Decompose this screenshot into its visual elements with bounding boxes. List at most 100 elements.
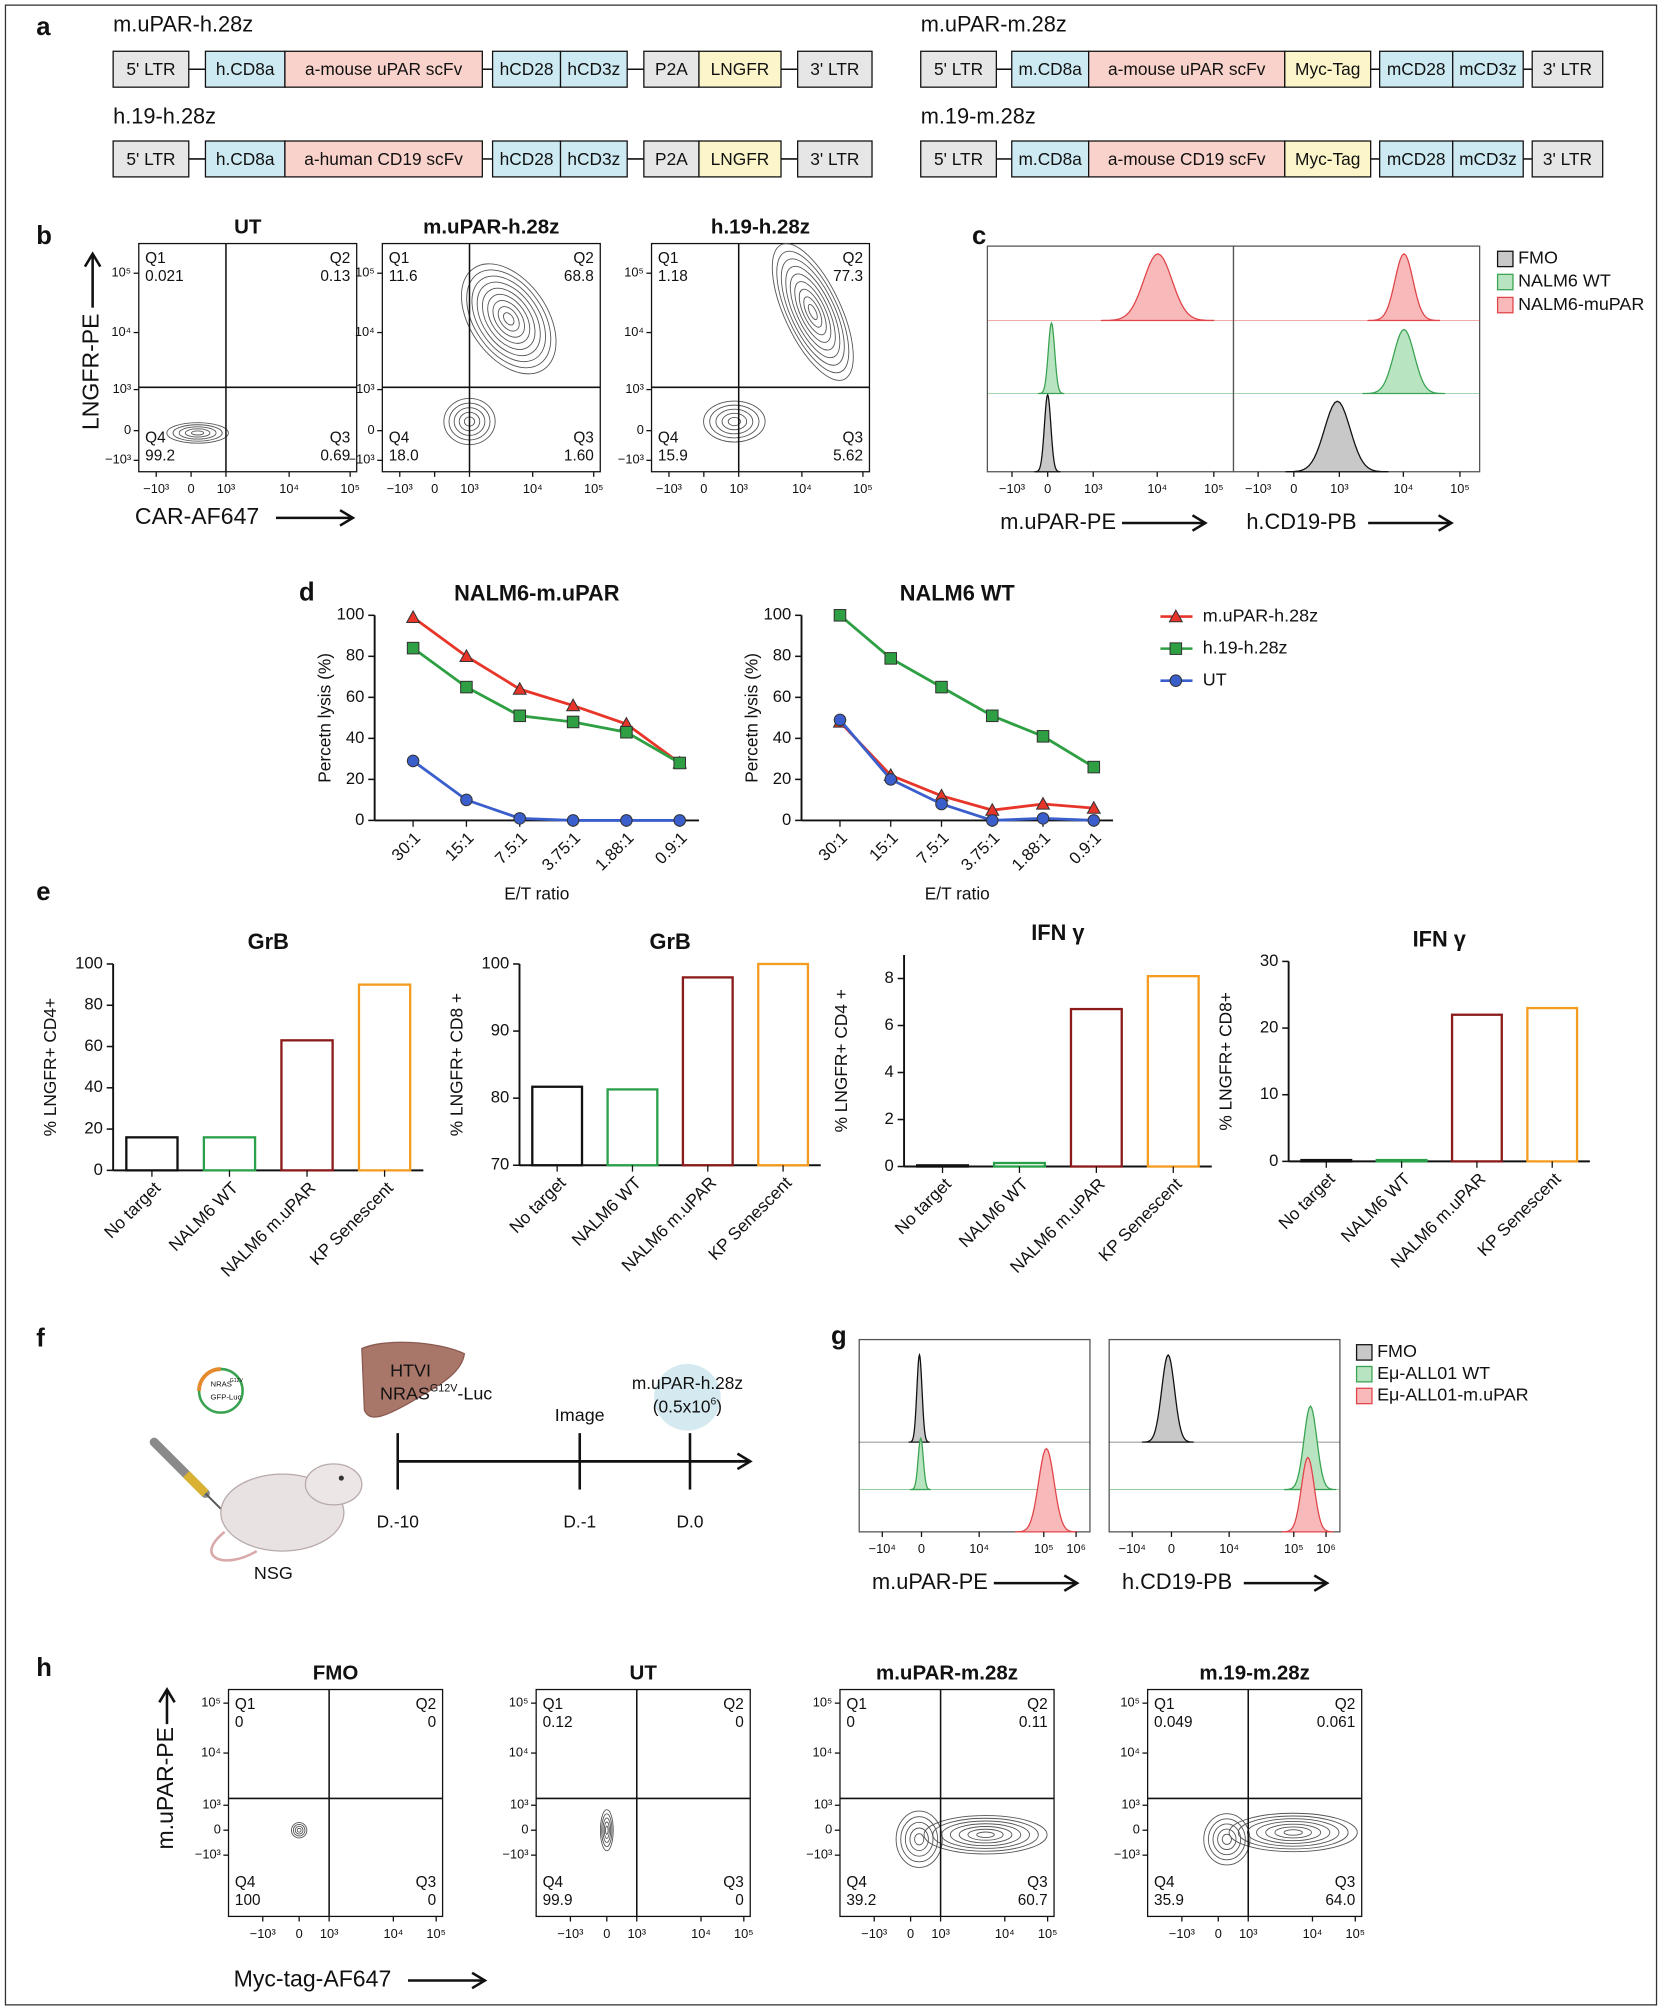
marker xyxy=(459,648,474,662)
x-tick-label: 10⁵ xyxy=(734,1926,754,1941)
x-tick-label: −10³ xyxy=(1169,1926,1196,1941)
contour xyxy=(605,1825,609,1835)
x-tick-label: −10³ xyxy=(861,1926,888,1941)
marker xyxy=(566,715,580,729)
panel-letter: e xyxy=(36,878,50,906)
htvi-label: HTVI xyxy=(390,1360,431,1380)
bar xyxy=(681,976,734,1167)
y-tick-label: 20 xyxy=(1260,1017,1279,1036)
contour xyxy=(776,250,850,374)
plot-title: UT xyxy=(234,216,262,239)
legend-swatch xyxy=(1496,296,1514,314)
marker xyxy=(406,754,420,768)
marker xyxy=(1087,760,1101,774)
marker xyxy=(566,814,580,827)
segment-label: h.CD8a xyxy=(216,59,275,79)
x-tick-label: 15:1 xyxy=(441,828,477,864)
quadrant-name: Q3 xyxy=(1027,1874,1048,1891)
contour xyxy=(904,1821,934,1857)
x-tick-label: No target xyxy=(505,1172,570,1237)
y-tick-label: 80 xyxy=(773,646,792,665)
quadrant-value: 39.2 xyxy=(846,1892,876,1909)
hist-peak xyxy=(1038,321,1065,395)
bar xyxy=(992,1161,1046,1168)
bar xyxy=(357,983,412,1172)
x-tick-label: −10³ xyxy=(250,1926,277,1941)
x-tick-label: 0 xyxy=(1215,1926,1222,1941)
quadrant-name: Q1 xyxy=(658,250,679,267)
segment-label: LNGFR xyxy=(711,149,770,169)
needle xyxy=(204,1492,222,1510)
segment-box xyxy=(284,140,483,178)
y-tick-label: 40 xyxy=(773,728,792,747)
y-tick-label: 10⁵ xyxy=(813,1695,833,1710)
hist-frame xyxy=(986,245,1235,473)
x-tick-label: −10⁴ xyxy=(1119,1541,1146,1556)
arrow-head xyxy=(1313,1574,1330,1592)
quadrant-name: Q2 xyxy=(1027,1696,1048,1713)
y-tick-label: 10⁴ xyxy=(1120,1744,1140,1759)
plasmid-arc xyxy=(197,1367,221,1391)
x-axis-label: E/T ratio xyxy=(925,883,990,903)
x-tick-label: 10³ xyxy=(729,481,748,496)
legend-label: UT xyxy=(1203,669,1227,689)
segment-label: a-mouse uPAR scFv xyxy=(1108,59,1266,79)
y-tick-label: 0 xyxy=(124,422,131,437)
marker xyxy=(620,725,633,739)
plot-title: m.uPAR-h.28z xyxy=(423,216,559,239)
y-tick-label: 20 xyxy=(346,769,365,788)
segment-box xyxy=(112,140,190,178)
y-tick-label: 10³ xyxy=(1121,1797,1140,1812)
y-tick-label: 4 xyxy=(885,1062,894,1081)
quadrant-name: Q3 xyxy=(416,1874,437,1891)
y-tick-label: 10⁵ xyxy=(355,265,375,280)
y-tick-label: 0 xyxy=(368,422,375,437)
contour xyxy=(771,243,854,381)
marker xyxy=(884,652,898,665)
segment-box xyxy=(920,140,998,178)
y-tick-label: 60 xyxy=(84,1036,103,1055)
contour xyxy=(803,296,823,328)
quadrant-name: Q3 xyxy=(843,429,864,446)
nras-label-part: G12V xyxy=(430,1383,458,1395)
x-tick-label: 7.5:1 xyxy=(491,828,531,868)
x-tick-label: 0.9:1 xyxy=(1065,828,1105,868)
y-tick-label: 80 xyxy=(346,646,365,665)
contour xyxy=(292,1823,306,1837)
quadrant-name: Q3 xyxy=(573,429,594,446)
nras-label-part: NRAS xyxy=(380,1383,430,1403)
legend-label: h.19-h.28z xyxy=(1203,637,1288,657)
plot-title: m.19-m.28z xyxy=(1199,1662,1310,1685)
contour xyxy=(471,275,546,363)
quadrant-value: 99.2 xyxy=(145,447,175,464)
segment-label: 5' LTR xyxy=(126,59,175,79)
plot-title: FMO xyxy=(313,1662,359,1685)
y-tick-label: 0 xyxy=(94,1160,103,1179)
y-tick-label: 10⁴ xyxy=(624,324,644,339)
segment-label: mCD28 xyxy=(1387,59,1446,79)
segment-label: P2A xyxy=(655,149,688,169)
chart-title: GrB xyxy=(248,929,289,954)
bar xyxy=(1450,1013,1503,1163)
bar xyxy=(280,1039,334,1172)
marker xyxy=(833,609,847,622)
legend-label: FMO xyxy=(1377,1341,1417,1361)
contour xyxy=(601,1813,613,1848)
x-tick-label: 10⁴ xyxy=(1219,1541,1239,1556)
marker xyxy=(673,756,687,770)
car-t-cell xyxy=(654,1363,721,1431)
y-tick-label: 100 xyxy=(481,953,509,972)
y-tick-label: 0 xyxy=(825,1822,832,1837)
quadrant-name: Q2 xyxy=(843,250,864,267)
x-tick-label: No target xyxy=(1274,1169,1339,1234)
segment-box xyxy=(204,140,286,178)
marker xyxy=(985,709,999,723)
y-tick-label: 100 xyxy=(337,605,365,624)
plot-title: m.uPAR-m.28z xyxy=(876,1662,1018,1685)
x-tick-label: 10³ xyxy=(460,481,479,496)
segment-label: Myc-Tag xyxy=(1295,149,1360,169)
y-tick-label: 0 xyxy=(214,1822,221,1837)
panel-letter: b xyxy=(36,222,52,250)
plasmid-text: NRAS xyxy=(211,1379,232,1388)
